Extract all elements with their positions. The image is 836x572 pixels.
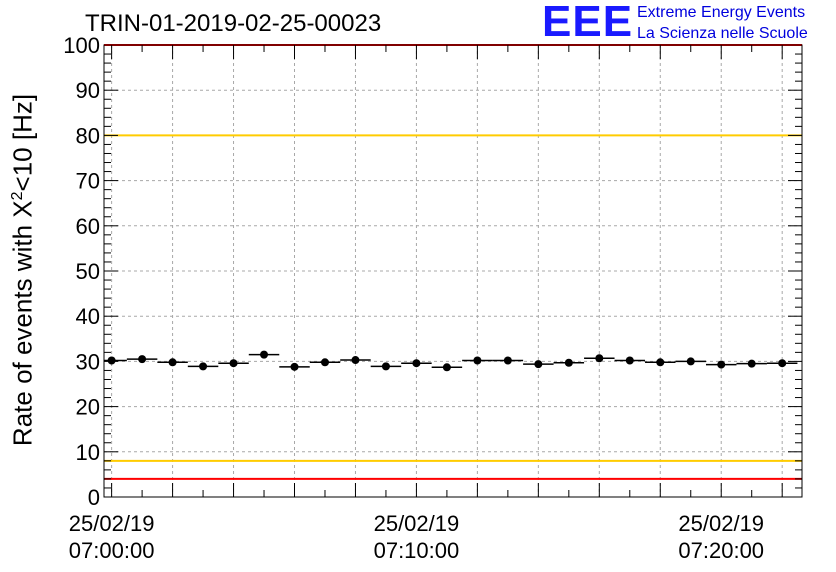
data-point [138, 355, 147, 364]
data-point [625, 356, 634, 365]
data-point [717, 360, 726, 369]
x-tick-label-date: 25/02/19 [374, 511, 460, 536]
data-point [564, 358, 573, 367]
data-point [686, 357, 695, 366]
eee-logo: EEE [542, 0, 634, 46]
logo-text-line-2: La Scienza nelle Scuole [637, 25, 808, 42]
y-tick-label: 50 [76, 259, 100, 284]
tick-labels: 010203040506070809010025/02/1907:00:0025… [63, 33, 764, 563]
reference-lines [104, 44, 802, 480]
data-point [381, 362, 390, 371]
chart-title: TRIN-01-2019-02-25-00023 [85, 10, 382, 37]
x-tick-label-time: 07:20:00 [678, 538, 764, 563]
y-tick-label: 20 [76, 395, 100, 420]
data-point [320, 358, 329, 367]
data-point [351, 356, 360, 365]
axis-ticks [104, 44, 802, 498]
y-tick-label: 10 [76, 440, 100, 465]
y-tick-label: 70 [76, 169, 100, 194]
y-tick-label: 100 [63, 33, 100, 58]
data-point [656, 358, 665, 367]
data-points [104, 350, 798, 372]
data-point [534, 360, 543, 369]
x-tick-label-time: 07:00:00 [69, 538, 155, 563]
data-point [290, 362, 299, 371]
grid-layer [104, 45, 802, 497]
y-tick-label: 90 [76, 78, 100, 103]
x-tick-label-time: 07:10:00 [374, 538, 460, 563]
data-point [199, 362, 208, 371]
y-tick-label: 30 [76, 349, 100, 374]
data-point [260, 350, 269, 359]
y-tick-label: 60 [76, 214, 100, 239]
data-point [503, 356, 512, 365]
data-point [107, 356, 116, 365]
logo-text-line-1: Extreme Energy Events [637, 4, 806, 21]
y-tick-label: 80 [76, 123, 100, 148]
data-point [747, 359, 756, 368]
data-point [595, 354, 604, 363]
data-point [778, 359, 787, 368]
data-point [412, 359, 421, 368]
y-tick-label: 40 [76, 304, 100, 329]
x-tick-label-date: 25/02/19 [678, 511, 764, 536]
data-point [473, 356, 482, 365]
data-point [229, 359, 238, 368]
x-tick-label-date: 25/02/19 [69, 511, 155, 536]
y-tick-label: 0 [88, 485, 100, 510]
data-point [442, 363, 451, 372]
data-point [168, 358, 177, 367]
